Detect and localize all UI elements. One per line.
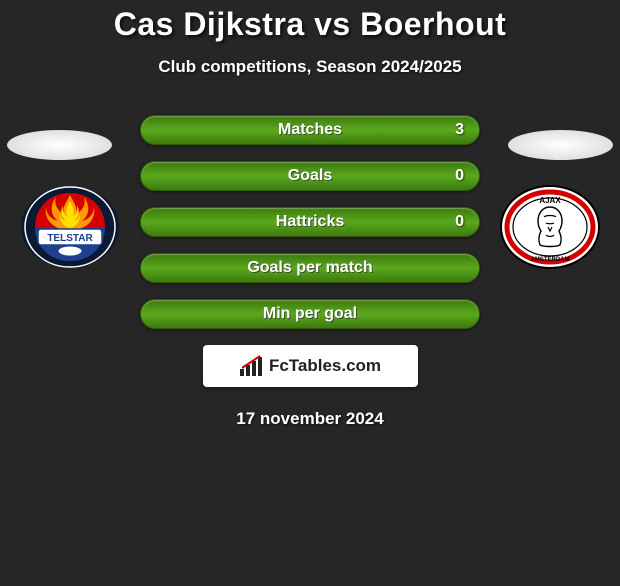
stat-label: Goals per match	[247, 259, 372, 277]
svg-text:AJAX: AJAX	[539, 196, 561, 205]
stat-row-hattricks: Hattricks 0	[140, 207, 480, 237]
brand-text: FcTables.com	[269, 356, 381, 376]
stat-row-matches: Matches 3	[140, 115, 480, 145]
stat-right-value: 3	[455, 121, 464, 139]
stat-label: Min per goal	[263, 305, 357, 323]
svg-text:AMSTERDAM: AMSTERDAM	[531, 257, 570, 263]
stats-container: Matches 3 Goals 0 Hattricks 0 Goals per …	[140, 115, 480, 329]
svg-text:TELSTAR: TELSTAR	[47, 233, 93, 244]
stat-label: Matches	[278, 121, 342, 139]
page-title: Cas Dijkstra vs Boerhout	[0, 6, 620, 43]
stat-row-goals: Goals 0	[140, 161, 480, 191]
club-badge-left: TELSTAR	[20, 185, 120, 269]
stat-label: Goals	[288, 167, 332, 185]
bars-chart-icon	[239, 355, 263, 377]
footer-date: 17 november 2024	[0, 409, 620, 429]
stat-row-goals-per-match: Goals per match	[140, 253, 480, 283]
page-subtitle: Club competitions, Season 2024/2025	[0, 57, 620, 77]
stat-right-value: 0	[455, 167, 464, 185]
stat-row-min-per-goal: Min per goal	[140, 299, 480, 329]
brand-box[interactable]: FcTables.com	[203, 345, 418, 387]
player-left-avatar-placeholder	[7, 130, 112, 160]
stat-label: Hattricks	[276, 213, 344, 231]
player-right-avatar-placeholder	[508, 130, 613, 160]
stat-right-value: 0	[455, 213, 464, 231]
club-badge-right: AJAX AMSTERDAM	[500, 185, 600, 269]
